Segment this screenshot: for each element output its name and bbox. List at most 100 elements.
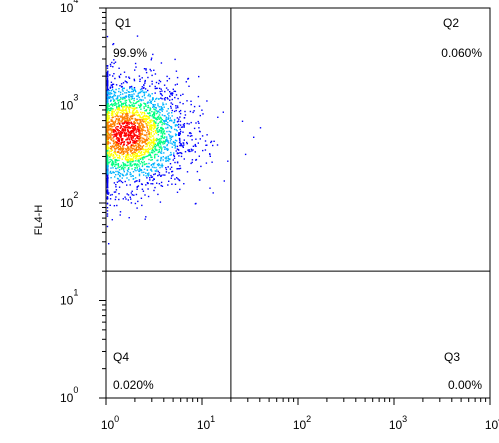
event-point bbox=[109, 158, 111, 161]
event-point bbox=[179, 152, 181, 154]
event-point bbox=[177, 178, 179, 180]
event-point bbox=[165, 138, 168, 141]
event-point bbox=[170, 138, 172, 140]
event-point bbox=[125, 132, 128, 134]
event-point bbox=[127, 167, 130, 170]
event-point bbox=[158, 164, 161, 166]
event-point bbox=[135, 131, 137, 134]
event-point bbox=[150, 59, 152, 61]
event-point bbox=[154, 124, 156, 126]
event-point bbox=[109, 107, 112, 109]
event-point bbox=[136, 186, 138, 188]
event-point bbox=[143, 154, 145, 156]
event-point bbox=[114, 101, 117, 104]
event-point bbox=[169, 137, 171, 139]
event-point bbox=[142, 145, 145, 147]
event-point bbox=[126, 122, 128, 124]
event-point bbox=[138, 173, 141, 175]
event-point bbox=[112, 114, 114, 116]
event-point bbox=[162, 128, 165, 130]
event-point bbox=[115, 132, 118, 134]
event-point bbox=[149, 115, 151, 117]
event-point bbox=[120, 120, 122, 122]
event-point bbox=[118, 148, 121, 150]
event-point bbox=[159, 130, 162, 132]
event-point bbox=[110, 136, 112, 139]
event-point bbox=[144, 141, 146, 144]
event-point bbox=[123, 87, 125, 90]
event-point bbox=[137, 200, 139, 203]
event-point bbox=[113, 111, 115, 113]
event-point bbox=[190, 148, 193, 150]
event-point bbox=[123, 106, 125, 108]
event-point bbox=[161, 130, 163, 132]
event-point bbox=[108, 243, 110, 245]
event-point bbox=[129, 87, 131, 90]
event-point bbox=[122, 122, 125, 124]
event-point bbox=[138, 157, 140, 160]
event-point bbox=[132, 105, 134, 107]
event-point bbox=[142, 117, 144, 119]
event-point bbox=[106, 130, 109, 133]
event-point bbox=[139, 152, 142, 154]
event-point bbox=[135, 118, 138, 121]
event-point bbox=[117, 157, 119, 159]
event-point bbox=[114, 125, 116, 127]
event-point bbox=[111, 117, 113, 119]
event-point bbox=[110, 132, 112, 135]
event-point bbox=[108, 109, 111, 112]
event-point bbox=[113, 104, 116, 106]
event-point bbox=[169, 135, 171, 137]
event-point bbox=[130, 138, 132, 140]
event-point bbox=[183, 117, 186, 119]
event-point bbox=[142, 99, 144, 101]
event-point bbox=[152, 150, 155, 152]
event-point bbox=[120, 83, 123, 85]
event-point bbox=[153, 108, 155, 110]
event-point bbox=[113, 95, 115, 97]
event-point bbox=[124, 121, 126, 123]
event-point bbox=[152, 138, 154, 141]
event-point bbox=[166, 159, 169, 162]
event-point bbox=[132, 160, 135, 162]
event-point bbox=[169, 95, 171, 98]
event-point bbox=[150, 125, 152, 127]
event-point bbox=[138, 118, 140, 121]
event-point bbox=[166, 149, 169, 151]
event-point bbox=[163, 121, 166, 123]
event-point bbox=[138, 144, 140, 147]
event-point bbox=[115, 160, 117, 162]
event-point bbox=[117, 163, 120, 166]
event-point bbox=[172, 92, 174, 95]
event-point bbox=[129, 148, 131, 150]
event-point bbox=[149, 153, 151, 156]
event-point bbox=[147, 165, 149, 168]
event-point bbox=[123, 131, 126, 134]
event-point bbox=[141, 137, 144, 139]
event-point bbox=[120, 151, 123, 153]
event-point bbox=[128, 135, 130, 137]
event-point bbox=[141, 88, 143, 90]
event-point bbox=[106, 67, 109, 69]
event-point bbox=[116, 204, 118, 207]
event-point bbox=[106, 159, 109, 161]
event-point bbox=[129, 106, 132, 109]
event-point bbox=[126, 137, 128, 139]
event-point bbox=[169, 117, 171, 119]
event-point bbox=[145, 91, 147, 93]
event-point bbox=[165, 156, 167, 158]
event-point bbox=[147, 149, 150, 151]
event-point bbox=[120, 133, 122, 136]
event-point bbox=[112, 75, 114, 77]
event-point bbox=[118, 169, 121, 171]
event-point bbox=[169, 99, 171, 101]
event-point bbox=[139, 78, 141, 80]
event-point bbox=[158, 172, 161, 174]
event-point bbox=[171, 98, 173, 101]
event-point bbox=[164, 140, 167, 142]
event-point bbox=[145, 69, 147, 71]
event-point bbox=[122, 153, 125, 155]
event-point bbox=[178, 110, 181, 113]
